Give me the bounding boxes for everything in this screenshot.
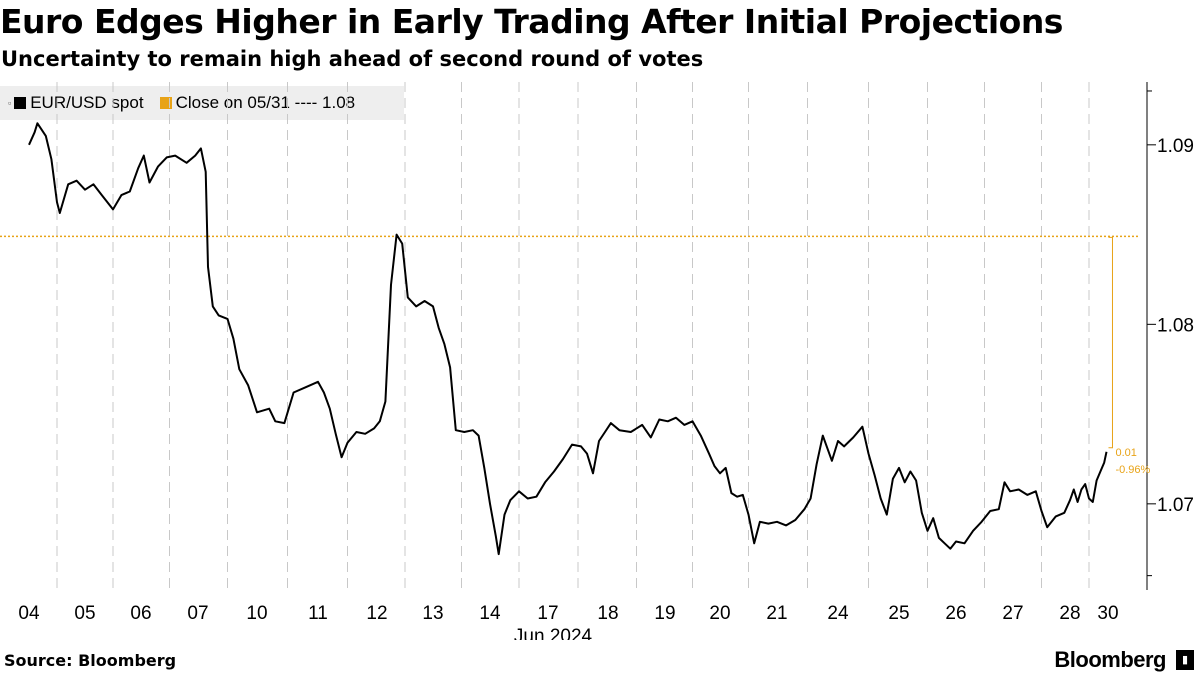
chart-plot: 1.07 1.08 1.09 04 05 06 07 10 11 12 13 14 17 18 19 20 21…	[0, 82, 1194, 640]
x-tick-label: 06	[130, 603, 151, 624]
y-tick-label: 1.09	[1157, 136, 1194, 157]
change-annotation: -0.96%	[1115, 464, 1150, 476]
x-tick-label: 28	[1059, 603, 1080, 624]
x-tick-label: 14	[479, 603, 501, 624]
brand-logo: Bloomberg	[1054, 647, 1166, 672]
change-annotation: 0.01	[1115, 447, 1136, 459]
x-tick-label: 20	[709, 603, 730, 624]
legend-series-label: EUR/USD spot	[30, 93, 144, 112]
x-tick-label: 24	[827, 603, 849, 624]
x-tick-label: 30	[1097, 603, 1118, 624]
x-tick-label: 12	[366, 603, 387, 624]
series-line-eurusd	[28, 122, 1108, 556]
x-tick-label: 18	[597, 603, 618, 624]
x-tick-label: 07	[187, 603, 208, 624]
legend-close-label: Close on 05/31 ---- 1.08	[175, 93, 356, 112]
x-tick-label: 19	[654, 603, 675, 624]
y-tick-label: 1.08	[1157, 315, 1194, 336]
change-bracket	[1108, 236, 1113, 449]
x-tick-label: 17	[537, 603, 558, 624]
series-swatch	[14, 97, 27, 109]
x-tick-label: 21	[766, 603, 787, 624]
close-swatch	[159, 97, 172, 109]
x-tick-label: 27	[1002, 603, 1023, 624]
x-tick-label: 10	[246, 603, 267, 624]
x-tick-label: 25	[888, 603, 909, 624]
y-tick-label: 1.07	[1157, 495, 1194, 516]
chart-title: Euro Edges Higher in Early Trading After…	[0, 2, 1063, 41]
legend: ▫ EUR/USD spot Close on 05/31 ---- 1.08	[0, 86, 404, 120]
x-axis-month-label: Jun 2024	[514, 626, 593, 640]
legend-item-close[interactable]: Close on 05/31 ---- 1.08	[159, 93, 356, 113]
legend-toggle-icon[interactable]: ▫	[8, 98, 12, 108]
x-tick-label: 04	[18, 603, 40, 624]
brand-terminal-icon: ▮	[1176, 650, 1194, 670]
x-tick-label: 13	[422, 603, 443, 624]
x-tick-label: 26	[945, 603, 966, 624]
chart-subtitle: Uncertainty to remain high ahead of seco…	[1, 47, 704, 71]
source-note: Source: Bloomberg	[4, 651, 177, 670]
legend-item-series[interactable]: EUR/USD spot	[14, 93, 144, 113]
x-tick-label: 11	[308, 603, 328, 624]
x-tick-label: 05	[74, 603, 95, 624]
